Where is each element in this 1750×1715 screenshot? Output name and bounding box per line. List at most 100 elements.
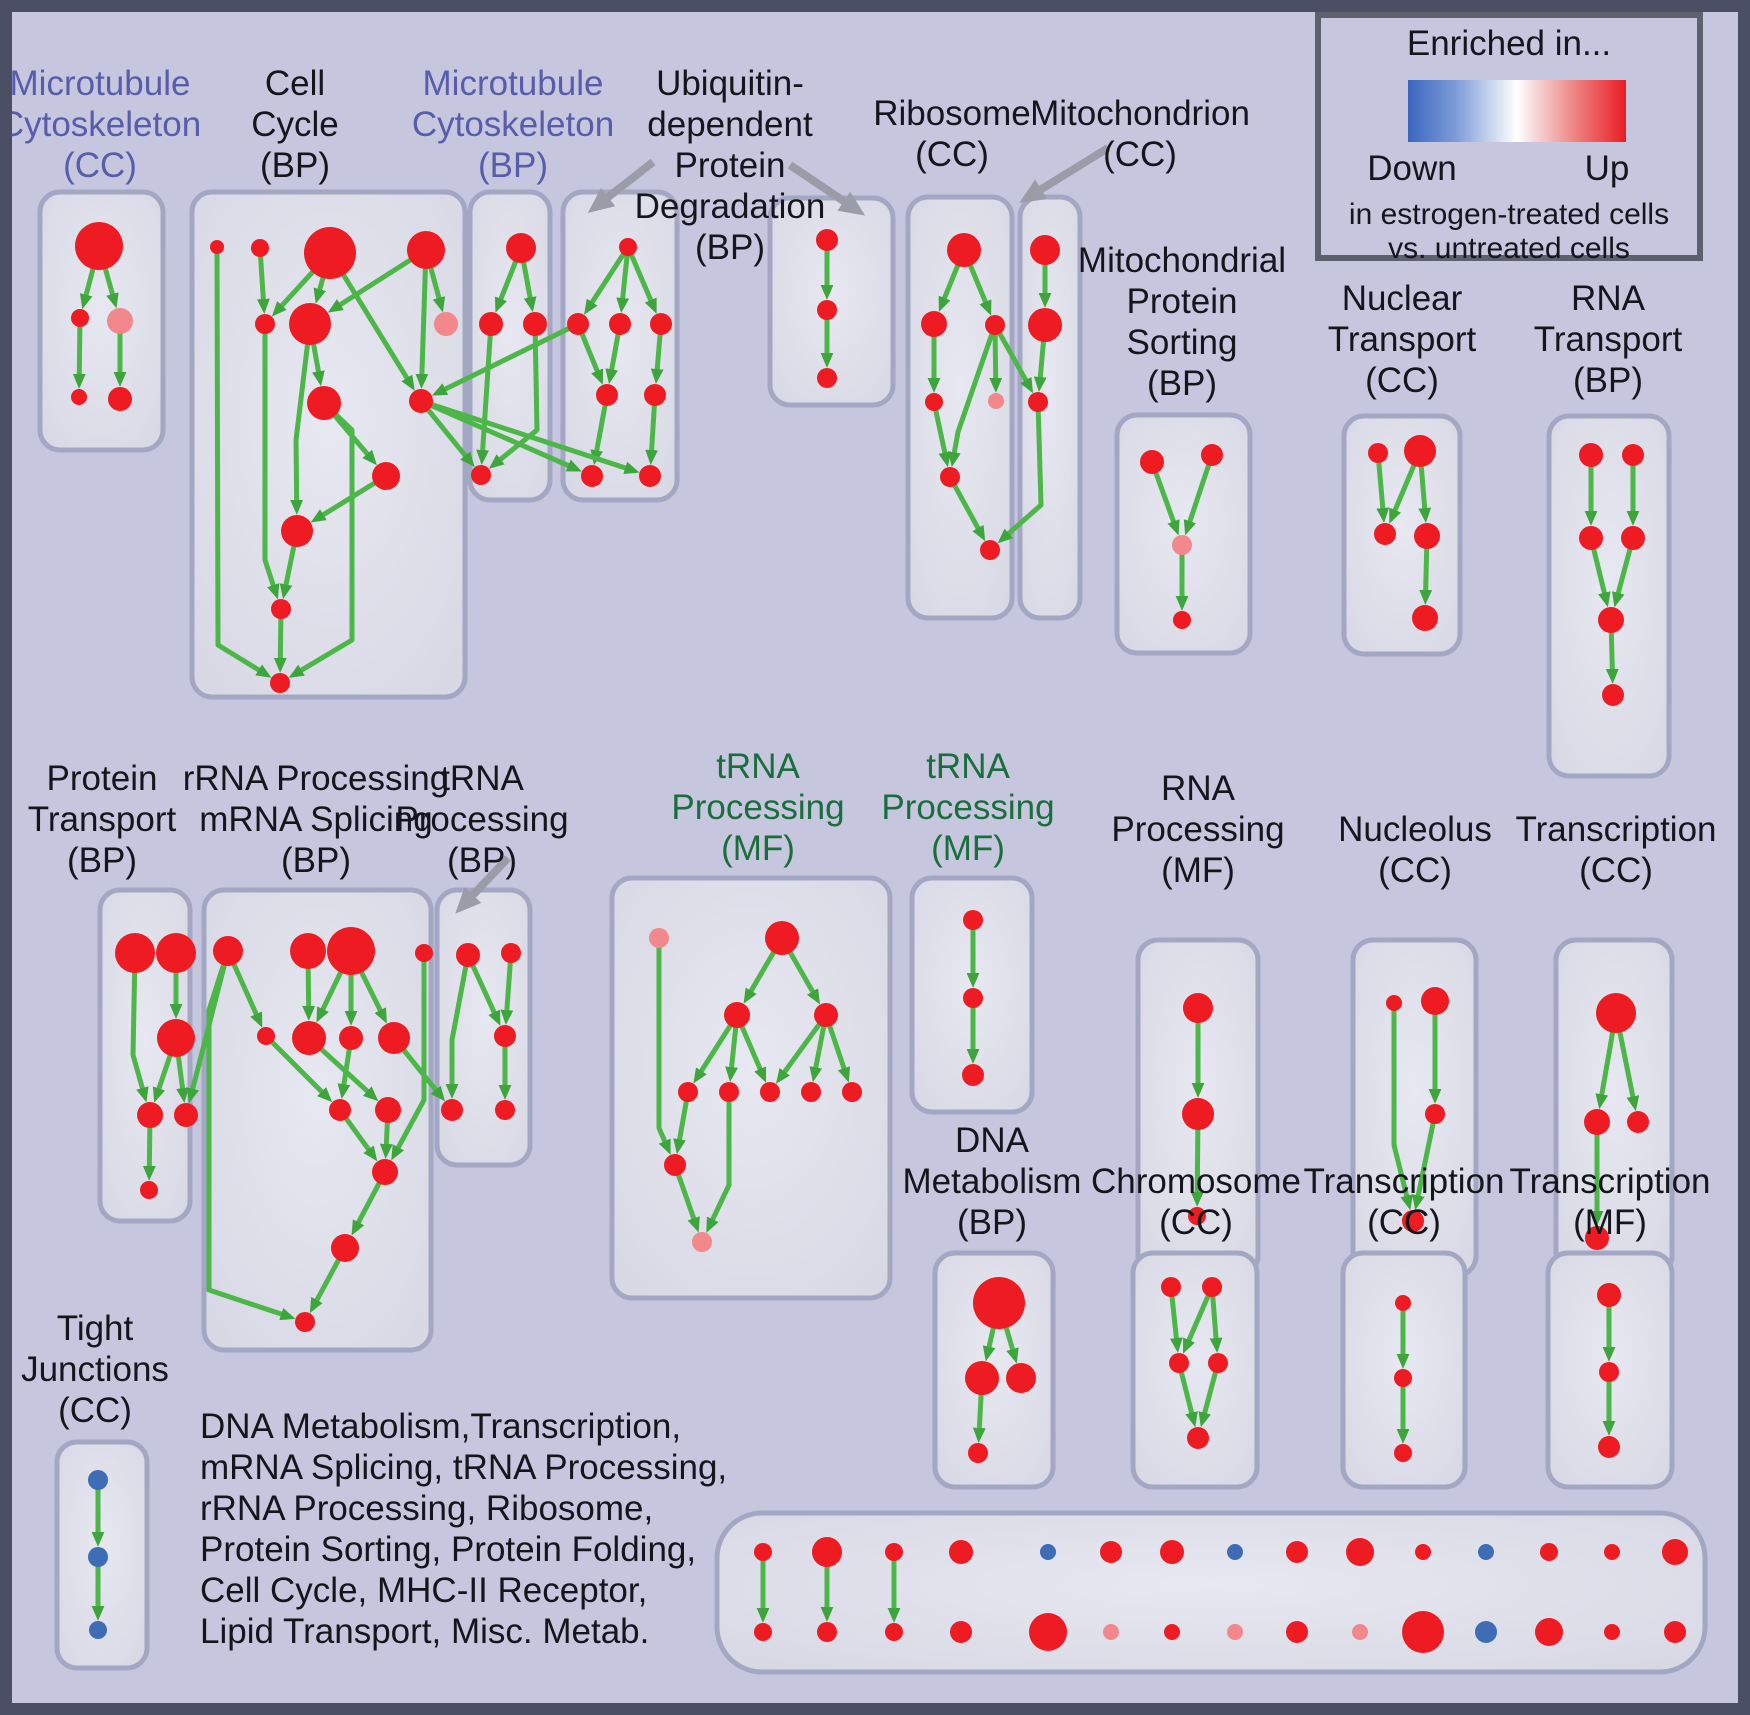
label-transcription-mf: (MF) [1573,1203,1647,1242]
gene-node [271,599,291,619]
label-microtubule-cytoskeleton-cc: Microtubule [10,64,191,103]
gene-node [609,313,631,335]
gene-node [921,311,947,337]
label-pointer-arrow [455,855,511,914]
edge [264,1034,333,1103]
gene-node [501,943,521,963]
label-ubiquitin-degradation-bp: Degradation [635,187,826,226]
edge [445,954,471,1099]
legend-down-label: Down [1367,149,1456,188]
label-trna-processing-mf-small: (MF) [931,829,1005,868]
label-microtubule-cytoskeleton-bp: Cytoskeleton [412,105,614,144]
gene-node [295,1312,315,1332]
gene-node [494,1025,516,1047]
label-ribosome-cc: (CC) [915,135,989,174]
gene-node [817,1622,837,1642]
label-ubiquitin-degradation-bp: Ubiquitin- [656,64,804,103]
label-ribosome-cc: Ribosome [873,94,1031,133]
label-trna-processing-mf-large: (MF) [721,829,795,868]
gene-node [1227,1544,1243,1560]
label-nuclear-transport-cc: Transport [1328,320,1477,359]
gene-node [644,384,666,406]
gene-node [1173,611,1191,629]
gene-node [1621,526,1645,550]
gene-node [409,389,433,413]
label-rna-transport-bp: RNA [1571,279,1646,318]
label-dna-metabolism-bp: Metabolism [903,1162,1082,1201]
label-microtubule-cytoskeleton-bp: Microtubule [423,64,604,103]
label-trna-processing-bp: Processing [395,800,568,839]
gene-node [1386,995,1402,1011]
label-trna-processing-bp: (BP) [447,841,517,880]
gene-node [1028,392,1048,412]
label-rna-processing-mf: Processing [1111,810,1284,849]
label-nuclear-transport-cc: (CC) [1365,361,1439,400]
gene-node [1006,1363,1036,1393]
label-tight-junctions-cc: Tight [57,1309,134,1348]
gene-node [1402,1210,1424,1232]
gene-node [1286,1621,1308,1643]
edge [706,1092,732,1233]
gene-node [137,1102,163,1128]
misc-pathways-text: Protein Sorting, Protein Folding, [200,1530,696,1569]
label-mitochondrial-protein-sorting-bp: (BP) [1147,364,1217,403]
label-nuclear-transport-cc: Nuclear [1342,279,1463,318]
gene-node [724,1002,750,1028]
gene-node [1164,1624,1180,1640]
misc-pathways-text: rRNA Processing, Ribosome, [200,1489,653,1528]
gene-node [115,933,155,973]
box-trna-processing-bp [434,887,533,1168]
misc-pathways-text: DNA Metabolism,Transcription, [200,1407,681,1446]
label-mitochondrial-protein-sorting-bp: Sorting [1127,323,1238,362]
gene-node [407,231,445,269]
label-mitochondrion-cc: Mitochondrion [1030,94,1250,133]
gene-node [812,1537,842,1567]
label-trna-processing-mf-small: Processing [881,788,1054,827]
box-trna-processing-mf-large [609,875,893,1301]
label-chromosome-cc: (CC) [1159,1203,1233,1242]
gene-node [760,1082,780,1102]
gene-node [1597,1283,1621,1307]
gene-node [619,238,637,256]
label-ubiquitin-degradation-bp: dependent [647,105,813,144]
gene-node [940,467,960,487]
box-misc-pathways-box [714,1510,1708,1675]
edge [391,953,427,1161]
label-chromosome-cc: Chromosome [1091,1162,1301,1201]
gene-node [1662,1539,1688,1565]
gene-node [434,312,458,336]
gene-node [1161,1277,1181,1297]
gene-node [947,233,981,267]
gene-node [1187,1427,1209,1449]
label-nucleolus-cc: Nucleolus [1338,810,1492,849]
gene-node [1140,450,1164,474]
gene-node [372,1159,398,1185]
gene-node [949,1540,973,1564]
box-rrna-processing-mrna-splicing-bp [201,887,434,1353]
gene-node [89,1621,107,1639]
gene-node [1425,1104,1445,1124]
label-mitochondrial-protein-sorting-bp: Mitochondrial [1078,241,1286,280]
legend-subtitle-1: in estrogen-treated cells [1349,198,1669,231]
gene-node [1579,526,1603,550]
gene-node [816,229,838,251]
label-rrna-processing-mrna-splicing-bp: (BP) [281,841,351,880]
label-microtubule-cytoskeleton-cc: Cytoskeleton [0,105,201,144]
cross-edge [186,950,231,1104]
legend-subtitle-2: vs. untreated cells [1388,232,1630,265]
gene-node [1286,1541,1308,1563]
gene-node [1475,1621,1497,1643]
labels-layer: MicrotubuleCytoskeleton(CC)CellCycle(BP)… [0,64,1717,1651]
gene-node [140,1181,158,1199]
gene-node [1604,1624,1620,1640]
gene-node [1604,1544,1620,1560]
gene-node [817,300,837,320]
gene-node [814,1003,838,1027]
gene-node [1227,1624,1243,1640]
gene-node [1201,444,1223,466]
label-transcription-cc-upper: Transcription [1516,810,1717,849]
gene-node [75,222,123,270]
gene-node [1030,235,1060,265]
gene-node [988,393,1004,409]
